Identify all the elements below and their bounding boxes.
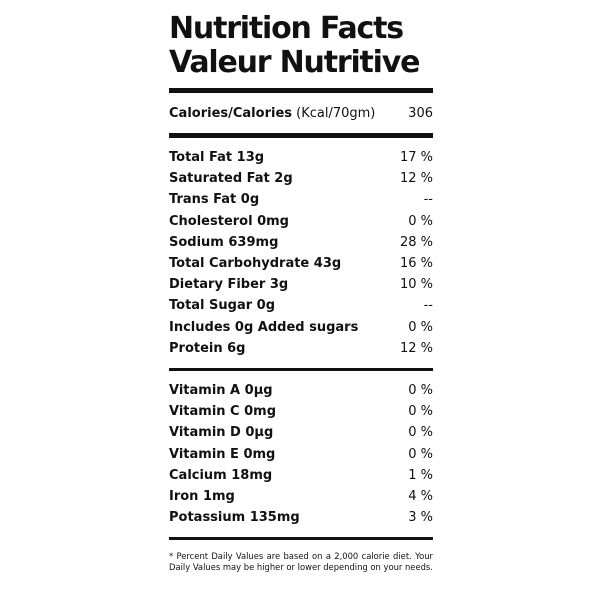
nutrient-label: Potassium 135mg: [169, 510, 300, 526]
nutrient-row: Vitamin A 0µg 0 %: [169, 380, 433, 401]
nutrient-row: Calcium 18mg 1 %: [169, 465, 433, 486]
nutrient-row: Includes 0g Added sugars 0 %: [169, 317, 433, 338]
nutrient-label: Protein 6g: [169, 340, 246, 356]
title-english: Nutrition Facts: [169, 11, 404, 46]
daily-value-percent: 17 %: [399, 150, 433, 166]
calories-row: Calories/Calories (Kcal/70gm) 306: [169, 93, 433, 133]
daily-value-percent: 4 %: [408, 488, 433, 504]
nutrient-row: Total Fat 13g 17 %: [169, 147, 433, 168]
nutrient-label: Total Carbohydrate 43g: [169, 256, 342, 272]
calories-label-text: Calories/Calories: [169, 105, 292, 121]
daily-value-percent: --: [423, 298, 433, 314]
nutrient-label: Total Fat 13g: [169, 150, 265, 166]
calories-divider: [169, 133, 433, 138]
nutrient-row: Total Carbohydrate 43g 16 %: [169, 253, 433, 274]
label-title: Nutrition Facts Valeur Nutritive: [169, 12, 433, 80]
nutrient-label: Cholesterol 0mg: [169, 213, 289, 229]
daily-value-percent: 12 %: [399, 171, 433, 187]
nutrient-list: Total Fat 13g 17 % Saturated Fat 2g 12 % Tra…: [169, 138, 433, 368]
nutrient-label: Saturated Fat 2g: [169, 171, 293, 187]
calories-value: 306: [408, 105, 433, 121]
nutrient-row: Vitamin D 0µg 0 %: [169, 422, 433, 443]
daily-value-percent: 3 %: [408, 510, 433, 526]
nutrient-row: Trans Fat 0g --: [169, 189, 433, 210]
vitamin-list: Vitamin A 0µg 0 % Vitamin C 0mg 0 % Vitamin …: [169, 371, 433, 537]
daily-value-percent: 10 %: [399, 277, 433, 293]
daily-value-percent: 0 %: [408, 213, 433, 229]
nutrient-label: Vitamin C 0mg: [169, 404, 277, 420]
nutrient-label: Total Sugar 0g: [169, 298, 276, 314]
nutrient-row: Saturated Fat 2g 12 %: [169, 168, 433, 189]
nutrient-row: Dietary Fiber 3g 10 %: [169, 274, 433, 295]
footnote-divider: [169, 537, 433, 541]
nutrient-label: Calcium 18mg: [169, 467, 273, 483]
nutrient-label: Dietary Fiber 3g: [169, 277, 289, 293]
daily-value-percent: 0 %: [408, 319, 433, 335]
top-divider: [169, 88, 433, 93]
nutrient-row: Potassium 135mg 3 %: [169, 507, 433, 528]
nutrient-label: Vitamin A 0µg: [169, 382, 273, 398]
daily-value-percent: 16 %: [399, 256, 433, 272]
calories-unit: (Kcal/70gm): [296, 105, 376, 121]
daily-value-percent: 0 %: [408, 382, 433, 398]
daily-value-percent: 12 %: [399, 340, 433, 356]
nutrient-label: Vitamin D 0µg: [169, 425, 274, 441]
nutrient-row: Protein 6g 12 %: [169, 338, 433, 359]
nutrient-row: Iron 1mg 4 %: [169, 486, 433, 507]
calories-label: Calories/Calories (Kcal/70gm): [169, 106, 375, 121]
nutrient-label: Trans Fat 0g: [169, 192, 260, 208]
daily-value-percent: 0 %: [408, 404, 433, 420]
daily-value-percent: 28 %: [399, 234, 433, 250]
daily-value-percent: 0 %: [408, 425, 433, 441]
nutrient-label: Includes 0g Added sugars: [169, 319, 359, 335]
daily-value-percent: --: [423, 192, 433, 208]
nutrient-label: Iron 1mg: [169, 488, 235, 504]
nutrient-row: Total Sugar 0g --: [169, 295, 433, 316]
nutrient-row: Vitamin C 0mg 0 %: [169, 401, 433, 422]
nutrition-label: Nutrition Facts Valeur Nutritive Calorie…: [169, 12, 433, 573]
nutrient-row: Cholesterol 0mg 0 %: [169, 211, 433, 232]
title-french: Valeur Nutritive: [169, 45, 420, 80]
daily-value-percent: 1 %: [408, 467, 433, 483]
nutrient-row: Sodium 639mg 28 %: [169, 232, 433, 253]
daily-value-percent: 0 %: [408, 446, 433, 462]
nutrient-label: Vitamin E 0mg: [169, 446, 276, 462]
daily-value-footnote: * Percent Daily Values are based on a 2,…: [169, 551, 433, 573]
vitamin-divider: [169, 367, 433, 371]
nutrient-label: Sodium 639mg: [169, 234, 279, 250]
nutrient-row: Vitamin E 0mg 0 %: [169, 443, 433, 464]
